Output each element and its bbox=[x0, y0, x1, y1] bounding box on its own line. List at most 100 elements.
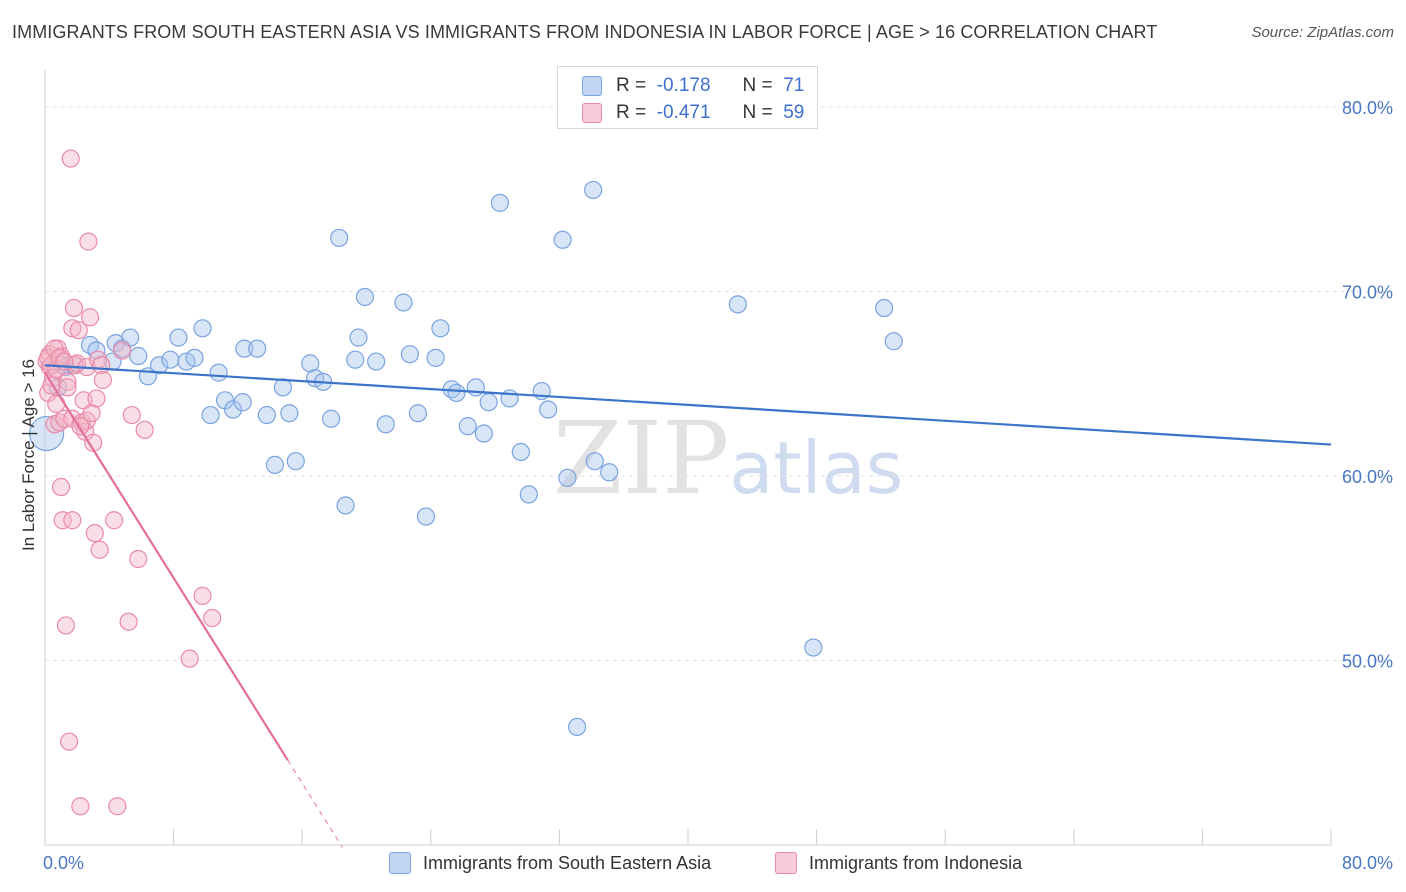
y-tick-label: 80.0% bbox=[1342, 98, 1393, 118]
legend-label-south-eastern-asia: Immigrants from South Eastern Asia bbox=[423, 852, 712, 873]
legend-r-value: -0.471 bbox=[656, 102, 711, 123]
data-point-south-eastern-asia bbox=[257, 405, 276, 425]
data-point-indonesia bbox=[122, 405, 141, 425]
data-point-south-eastern-asia bbox=[490, 193, 510, 212]
legend-item-south-eastern-asia: Immigrants from South Eastern Asia bbox=[389, 852, 711, 874]
data-point-south-eastern-asia bbox=[875, 298, 894, 318]
y-axis-title: In Labor Force | Age > 16 bbox=[19, 359, 38, 551]
data-point-south-eastern-asia bbox=[235, 339, 254, 358]
data-point-south-eastern-asia bbox=[209, 363, 228, 382]
data-point-south-eastern-asia bbox=[376, 415, 395, 434]
series-legend: Immigrants from South Eastern Asia Immig… bbox=[0, 850, 1406, 880]
data-point-indonesia bbox=[45, 339, 64, 358]
data-point-indonesia bbox=[135, 420, 154, 439]
data-point-south-eastern-asia bbox=[458, 417, 477, 436]
data-point-indonesia bbox=[108, 797, 127, 816]
data-point-south-eastern-asia bbox=[584, 180, 603, 200]
data-point-south-eastern-asia bbox=[367, 352, 386, 371]
data-point-indonesia bbox=[53, 511, 72, 530]
data-point-south-eastern-asia bbox=[416, 507, 436, 526]
data-point-south-eastern-asia bbox=[330, 228, 349, 248]
data-point-indonesia bbox=[80, 308, 100, 327]
data-point-south-eastern-asia bbox=[223, 400, 243, 419]
data-point-indonesia bbox=[82, 404, 101, 423]
legend-row-indonesia: R = -0.471 N = 59 bbox=[582, 101, 804, 125]
data-point-indonesia bbox=[90, 540, 109, 559]
data-point-indonesia bbox=[87, 389, 106, 408]
data-point-south-eastern-asia bbox=[29, 415, 65, 452]
data-point-south-eastern-asia bbox=[804, 638, 823, 657]
data-point-south-eastern-asia bbox=[884, 332, 903, 351]
data-point-south-eastern-asia bbox=[286, 452, 305, 471]
data-point-south-eastern-asia bbox=[280, 404, 299, 423]
data-point-south-eastern-asia bbox=[336, 496, 355, 515]
trend-lines bbox=[44, 364, 1332, 848]
data-point-indonesia bbox=[56, 616, 75, 635]
data-point-south-eastern-asia bbox=[169, 328, 188, 347]
data-point-indonesia bbox=[180, 649, 199, 668]
axes bbox=[44, 70, 1332, 846]
data-point-south-eastern-asia bbox=[233, 393, 252, 412]
data-point-south-eastern-asia bbox=[728, 295, 747, 314]
data-point-indonesia bbox=[129, 549, 148, 569]
data-point-south-eastern-asia bbox=[273, 378, 293, 397]
data-point-south-eastern-asia bbox=[567, 717, 587, 737]
data-point-indonesia bbox=[63, 319, 82, 338]
data-point-indonesia bbox=[51, 477, 71, 497]
data-point-south-eastern-asia bbox=[400, 345, 420, 364]
data-point-indonesia bbox=[203, 608, 222, 628]
data-point-south-eastern-asia bbox=[466, 378, 485, 397]
data-point-south-eastern-asia bbox=[121, 328, 140, 347]
data-point-south-eastern-asia bbox=[349, 328, 368, 347]
watermark: ZIPatlas bbox=[553, 400, 903, 517]
legend-item-indonesia: Immigrants from Indonesia bbox=[775, 852, 1022, 874]
data-point-south-eastern-asia bbox=[161, 350, 180, 369]
data-point-south-eastern-asia bbox=[355, 287, 374, 307]
data-point-south-eastern-asia bbox=[193, 319, 212, 338]
x-tick-label: 80.0% bbox=[1342, 853, 1393, 873]
stats-legend: R = -0.178 N = 71 R = -0.471 N = 59 bbox=[557, 66, 818, 129]
data-point-south-eastern-asia bbox=[426, 348, 445, 367]
y-tick-label: 50.0% bbox=[1342, 651, 1393, 671]
legend-n-label: N = bbox=[742, 75, 773, 96]
data-point-south-eastern-asia bbox=[558, 468, 577, 487]
data-point-south-eastern-asia bbox=[394, 293, 413, 312]
data-point-indonesia bbox=[79, 232, 98, 251]
trend-line-indonesia bbox=[44, 372, 289, 761]
trend-line-indonesia-extension bbox=[287, 759, 343, 848]
data-point-south-eastern-asia bbox=[511, 442, 530, 462]
data-point-indonesia bbox=[60, 732, 79, 751]
series-south-eastern-asia-points bbox=[29, 180, 903, 737]
data-point-south-eastern-asia bbox=[553, 230, 572, 249]
series-indonesia-points bbox=[37, 149, 222, 816]
legend-n-value: 59 bbox=[783, 102, 805, 123]
legend-r-label: R = bbox=[616, 102, 647, 123]
x-tick-label: 0.0% bbox=[43, 853, 84, 873]
data-point-south-eastern-asia bbox=[474, 424, 493, 443]
legend-r-value: -0.178 bbox=[656, 75, 711, 96]
data-point-south-eastern-asia bbox=[201, 405, 220, 425]
data-point-south-eastern-asia bbox=[447, 383, 466, 403]
data-point-south-eastern-asia bbox=[600, 463, 619, 482]
data-point-south-eastern-asia bbox=[585, 452, 604, 471]
data-point-south-eastern-asia bbox=[248, 339, 267, 358]
data-point-south-eastern-asia bbox=[129, 346, 148, 366]
data-point-indonesia bbox=[93, 370, 112, 390]
watermark-atlas: atlas bbox=[729, 426, 904, 510]
data-point-indonesia bbox=[71, 797, 90, 816]
tick-labels: 50.0% 60.0% 70.0% 80.0% 0.0% 80.0% bbox=[43, 98, 1393, 873]
data-point-indonesia bbox=[61, 149, 80, 168]
data-point-south-eastern-asia bbox=[301, 354, 320, 373]
grid-lines bbox=[45, 106, 1392, 661]
data-point-indonesia bbox=[105, 511, 124, 530]
data-point-indonesia bbox=[113, 341, 132, 360]
data-point-indonesia bbox=[63, 511, 82, 530]
data-point-indonesia bbox=[119, 612, 138, 631]
legend-swatch-blue bbox=[389, 852, 411, 874]
chart-title: IMMIGRANTS FROM SOUTH EASTERN ASIA VS IM… bbox=[12, 22, 1158, 42]
data-point-indonesia bbox=[85, 524, 104, 543]
legend-row-south-eastern-asia: R = -0.178 N = 71 bbox=[582, 74, 804, 98]
data-point-south-eastern-asia bbox=[539, 400, 558, 419]
data-point-south-eastern-asia bbox=[431, 319, 450, 338]
